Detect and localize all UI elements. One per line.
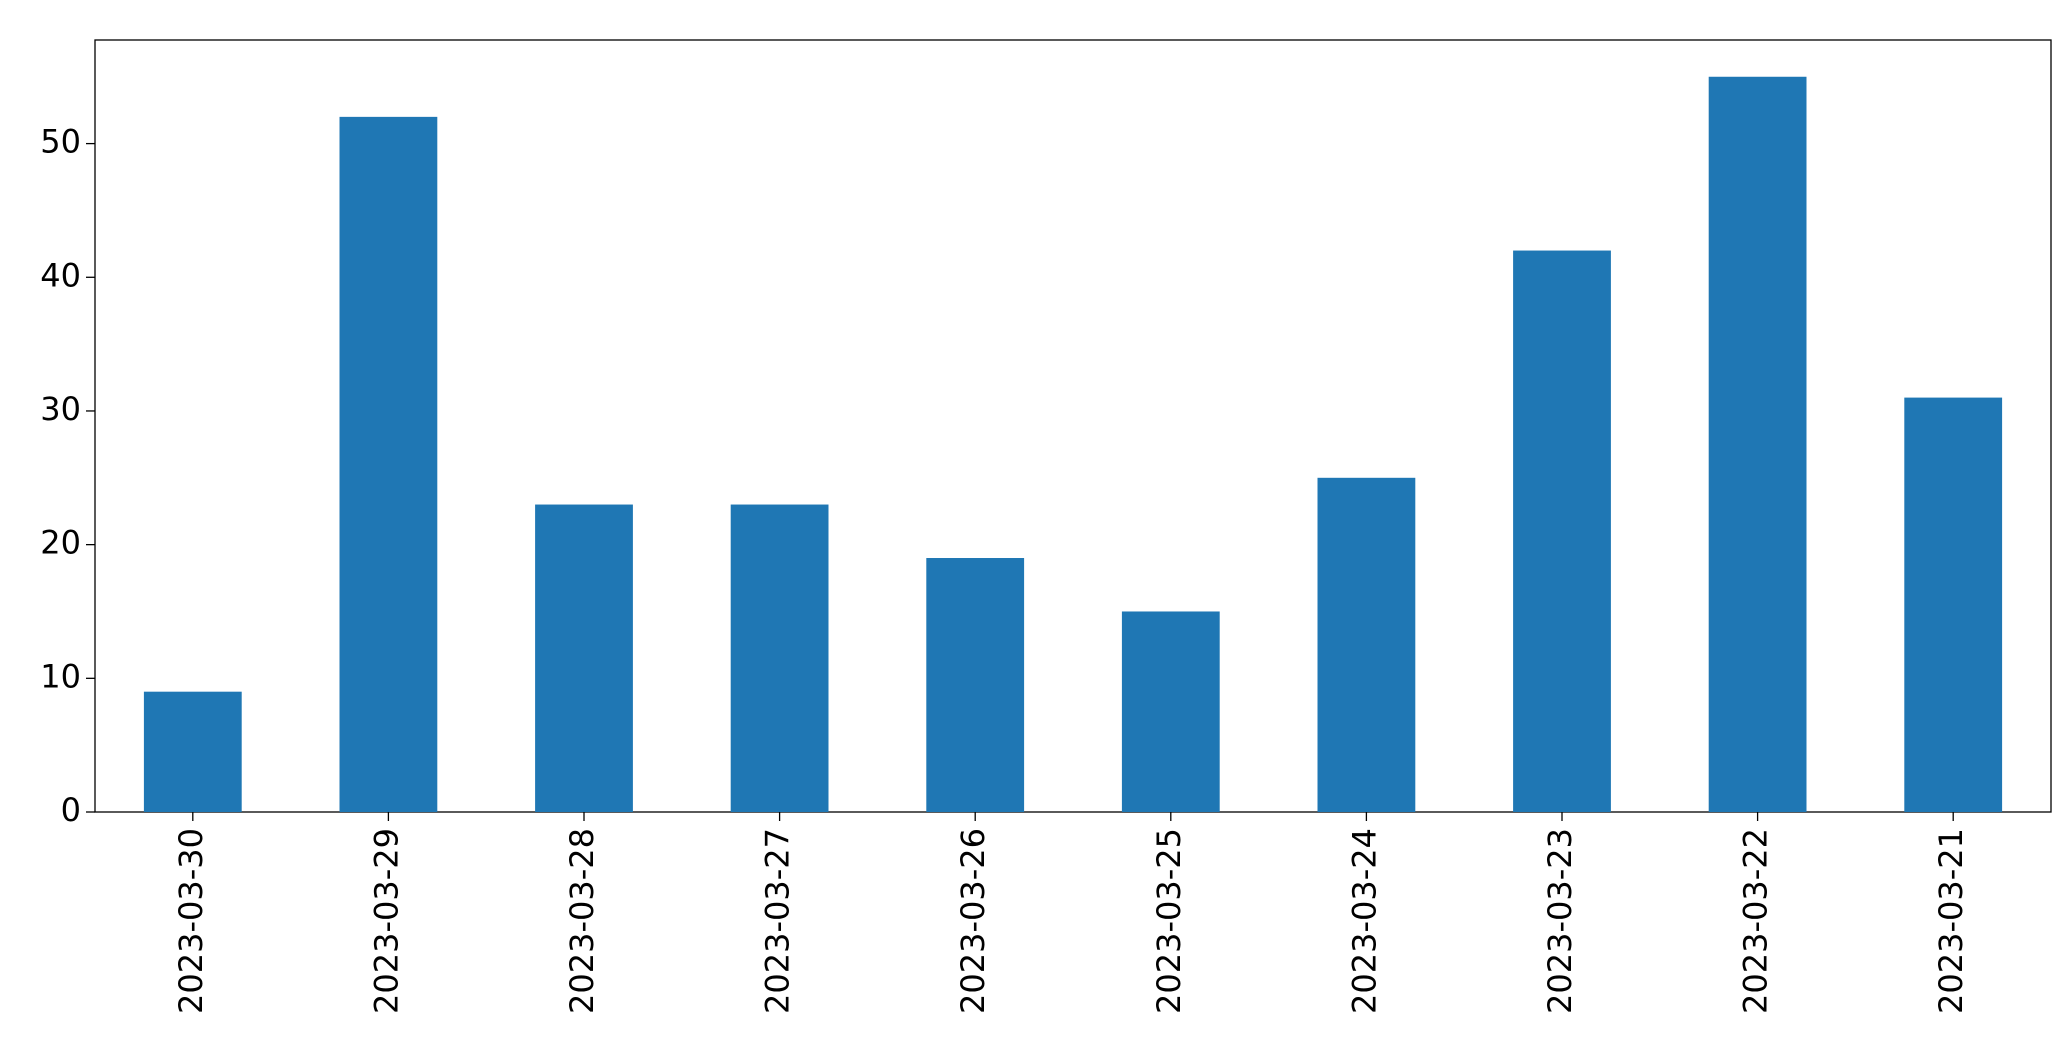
x-tick-label: 2023-03-24 — [1345, 828, 1383, 1014]
x-tick-label: 2023-03-30 — [172, 828, 210, 1014]
bar — [730, 504, 829, 812]
bar — [143, 691, 242, 812]
bar — [1708, 76, 1807, 812]
y-tick-label: 0 — [61, 791, 81, 829]
y-tick-label: 40 — [40, 256, 81, 294]
x-tick-label: 2023-03-26 — [954, 828, 992, 1014]
x-tick-label: 2023-03-27 — [759, 828, 797, 1014]
bar — [1121, 611, 1220, 812]
x-tick-label: 2023-03-22 — [1737, 828, 1775, 1014]
x-tick-label: 2023-03-23 — [1541, 828, 1579, 1014]
x-tick-label: 2023-03-25 — [1150, 828, 1188, 1014]
x-tick-label: 2023-03-21 — [1932, 828, 1970, 1014]
y-tick-label: 10 — [40, 657, 81, 695]
y-tick-label: 20 — [40, 524, 81, 562]
y-tick-label: 30 — [40, 390, 81, 428]
axes-frame — [94, 39, 2052, 813]
bar — [1513, 250, 1611, 812]
bar — [339, 116, 438, 813]
bar — [1317, 477, 1416, 812]
bar — [926, 558, 1025, 812]
bar — [535, 504, 633, 812]
y-tick-label: 50 — [40, 123, 81, 161]
x-tick-label: 2023-03-28 — [563, 828, 601, 1014]
bar — [1904, 397, 2003, 812]
x-tick-label: 2023-03-29 — [367, 828, 405, 1014]
